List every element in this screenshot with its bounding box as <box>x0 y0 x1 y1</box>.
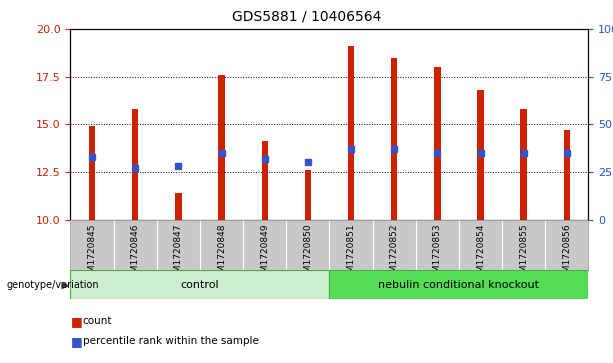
Bar <box>305 170 311 220</box>
Bar <box>434 67 441 220</box>
Bar <box>70 270 330 299</box>
Text: GSM1720856: GSM1720856 <box>562 224 571 284</box>
Text: percentile rank within the sample: percentile rank within the sample <box>83 336 259 346</box>
Bar <box>391 58 397 220</box>
Text: GSM1720845: GSM1720845 <box>88 224 97 284</box>
Text: nebulin conditional knockout: nebulin conditional knockout <box>378 280 539 290</box>
Text: count: count <box>83 316 112 326</box>
Text: ■: ■ <box>70 335 82 348</box>
Text: GSM1720847: GSM1720847 <box>174 224 183 284</box>
Bar <box>175 193 181 220</box>
Text: GDS5881 / 10406564: GDS5881 / 10406564 <box>232 9 381 23</box>
Bar <box>262 142 268 220</box>
Text: GSM1720850: GSM1720850 <box>303 224 313 284</box>
Bar <box>89 126 95 220</box>
Bar <box>520 109 527 220</box>
Text: GSM1720854: GSM1720854 <box>476 224 485 284</box>
Text: GSM1720851: GSM1720851 <box>346 224 356 284</box>
Bar <box>330 270 588 299</box>
Text: GSM1720852: GSM1720852 <box>390 224 398 284</box>
Text: GSM1720846: GSM1720846 <box>131 224 140 284</box>
Text: GSM1720849: GSM1720849 <box>261 224 269 284</box>
Text: GSM1720848: GSM1720848 <box>217 224 226 284</box>
Text: control: control <box>181 280 219 290</box>
Text: ■: ■ <box>70 315 82 328</box>
Text: GSM1720855: GSM1720855 <box>519 224 528 284</box>
Bar <box>564 130 570 220</box>
Bar <box>478 90 484 220</box>
Text: genotype/variation: genotype/variation <box>6 280 99 290</box>
Bar <box>132 109 139 220</box>
Bar <box>218 75 225 220</box>
Bar <box>348 46 354 220</box>
Text: GSM1720853: GSM1720853 <box>433 224 442 284</box>
